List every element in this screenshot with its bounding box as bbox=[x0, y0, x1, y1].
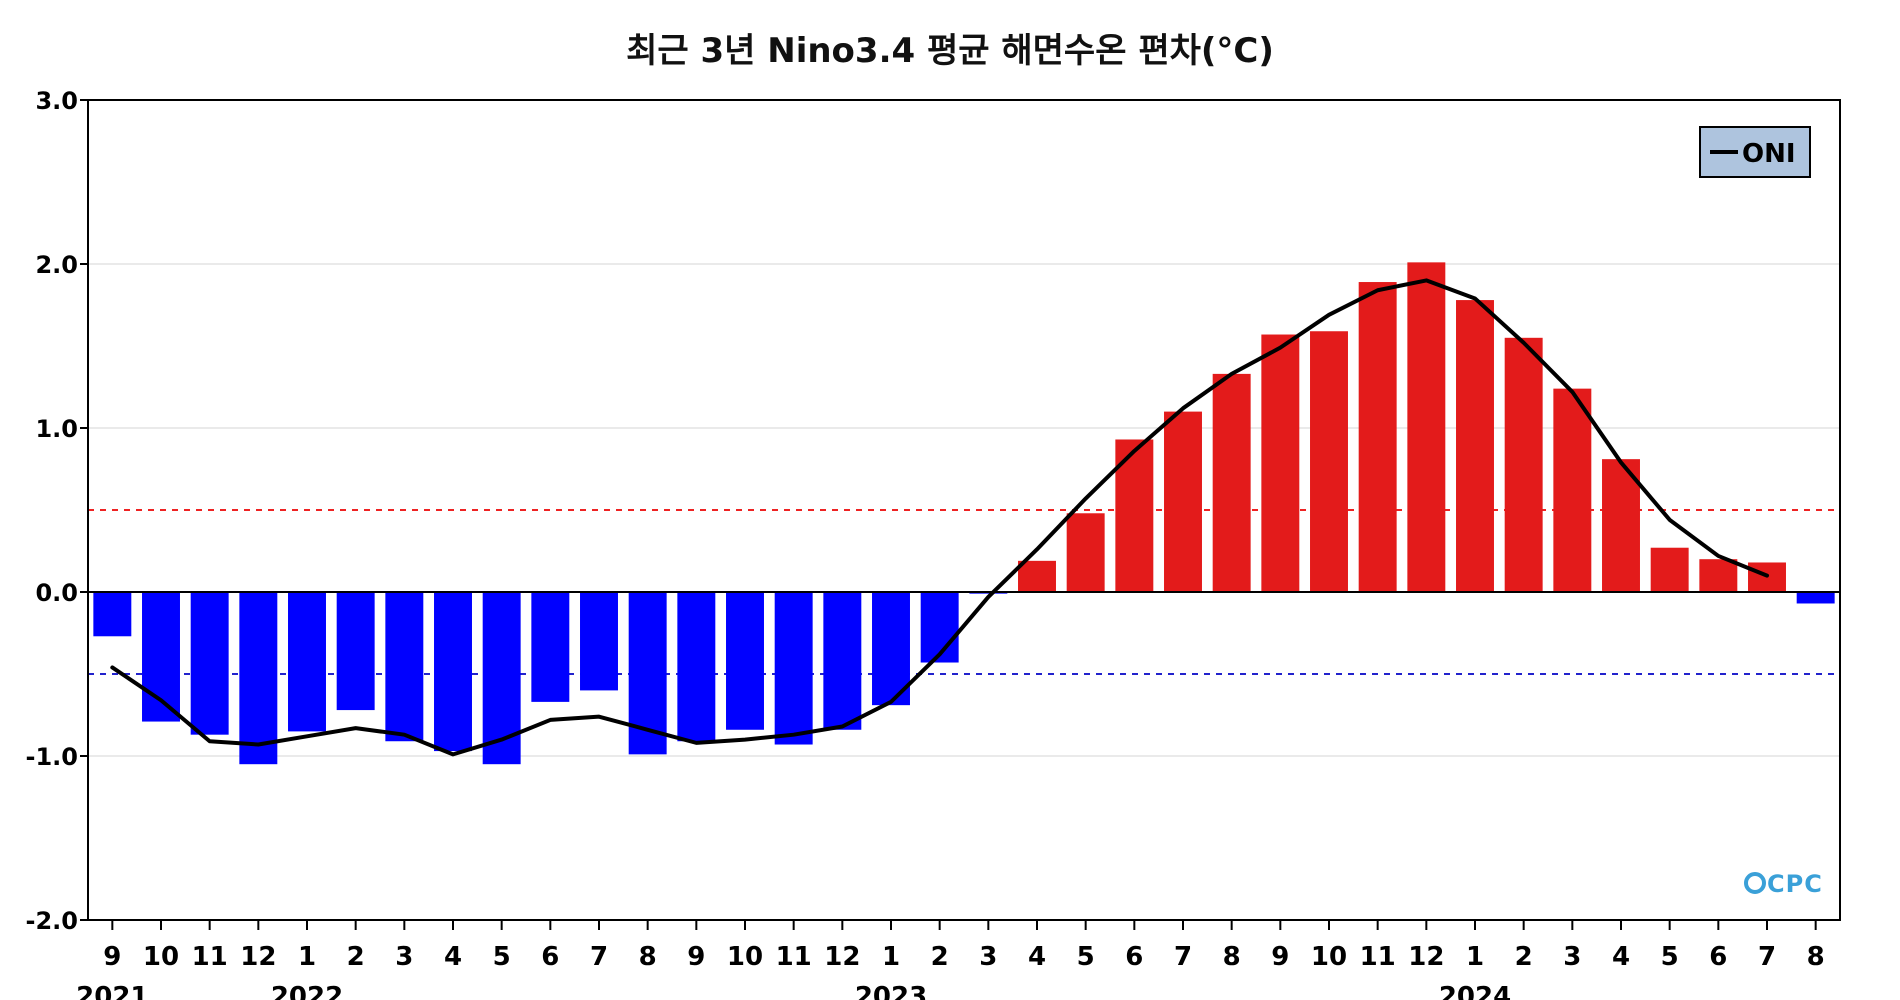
y-tick-label: 1.0 bbox=[35, 415, 78, 443]
cpc-logo-icon bbox=[1744, 872, 1766, 894]
x-tick-label: 11 bbox=[192, 942, 228, 972]
x-tick-label: 2 bbox=[347, 942, 365, 972]
cpc-logo: CPC bbox=[1744, 870, 1823, 898]
chart-title: 최근 3년 Nino3.4 평균 해면수온 편차(°C) bbox=[626, 31, 1274, 71]
bar bbox=[1212, 373, 1251, 592]
x-tick-label: 3 bbox=[1563, 942, 1581, 972]
x-tick-label: 6 bbox=[1709, 942, 1727, 972]
x-tick-label: 4 bbox=[1612, 942, 1630, 972]
x-tick-label: 9 bbox=[687, 942, 705, 972]
bar bbox=[774, 592, 813, 745]
x-axis: 9 10 11 12 1 2 3 4 5 6 7 8 9 10 11 12 1 2 3 4 5 6 7 8 9 10 11 12 1 2 3… bbox=[103, 920, 1825, 972]
x-tick-label: 8 bbox=[639, 942, 657, 972]
x-tick-label: 12 bbox=[240, 942, 276, 972]
y-tick-label: 3.0 bbox=[35, 87, 78, 115]
oni-line bbox=[110, 278, 1769, 757]
bar bbox=[93, 592, 132, 637]
bar bbox=[531, 592, 570, 702]
x-tick-label: 5 bbox=[1661, 942, 1679, 972]
bar bbox=[1310, 331, 1348, 592]
bar bbox=[1650, 547, 1689, 592]
bar bbox=[434, 592, 472, 752]
x-tick-label: 2 bbox=[931, 942, 949, 972]
bar bbox=[1456, 300, 1494, 592]
bar bbox=[1699, 559, 1738, 592]
y-tick-label: -1.0 bbox=[26, 743, 78, 771]
bar bbox=[872, 592, 910, 706]
x-tick-label: 9 bbox=[103, 942, 121, 972]
bar bbox=[1164, 411, 1202, 592]
x-tick-label: 10 bbox=[1311, 942, 1347, 972]
y-tick-label: -2.0 bbox=[26, 907, 78, 935]
y-axis: -2.0 -1.0 0.0 1.0 2.0 3.0 bbox=[26, 87, 88, 935]
y-tick-label: 2.0 bbox=[35, 251, 78, 279]
x-tick-label: 11 bbox=[776, 942, 812, 972]
x-tick-label: 10 bbox=[727, 942, 763, 972]
legend-oni-label: ONI bbox=[1742, 139, 1796, 169]
x-tick-label: 8 bbox=[1807, 942, 1825, 972]
bar bbox=[1018, 560, 1056, 592]
x-tick-label: 1 bbox=[882, 942, 900, 972]
bar bbox=[823, 592, 862, 730]
x-tick-label: 6 bbox=[1125, 942, 1143, 972]
y-tick-label: 0.0 bbox=[35, 579, 78, 607]
year-label: 2021 bbox=[76, 982, 148, 1000]
x-tick-label: 12 bbox=[1408, 942, 1444, 972]
bar bbox=[580, 592, 618, 691]
plot-frame bbox=[87, 99, 1841, 921]
x-tick-label: 3 bbox=[395, 942, 413, 972]
x-tick-label: 3 bbox=[979, 942, 997, 972]
bar bbox=[288, 592, 326, 732]
x-tick-label: 10 bbox=[143, 942, 179, 972]
gridlines bbox=[88, 263, 1840, 757]
x-tick-label: 9 bbox=[1271, 942, 1289, 972]
x-tick-label: 8 bbox=[1223, 942, 1241, 972]
bars bbox=[93, 262, 1835, 765]
bar bbox=[1796, 592, 1835, 604]
bar bbox=[1553, 388, 1592, 592]
cpc-logo-text: CPC bbox=[1767, 870, 1823, 898]
year-label: 2024 bbox=[1439, 982, 1511, 1000]
bar bbox=[1358, 282, 1397, 592]
bar bbox=[336, 592, 375, 711]
bar bbox=[1407, 262, 1446, 592]
x-tick-label: 5 bbox=[493, 942, 511, 972]
x-tick-label: 12 bbox=[824, 942, 860, 972]
x-tick-label: 7 bbox=[1174, 942, 1192, 972]
x-tick-label: 4 bbox=[444, 942, 462, 972]
x-tick-label: 1 bbox=[1466, 942, 1484, 972]
bar bbox=[677, 592, 716, 742]
x-tick-label: 11 bbox=[1360, 942, 1396, 972]
oni-series bbox=[110, 278, 1769, 757]
year-label: 2022 bbox=[271, 982, 343, 1000]
x-tick-label: 7 bbox=[1758, 942, 1776, 972]
bar bbox=[385, 592, 424, 742]
x-tick-label: 7 bbox=[590, 942, 608, 972]
x-tick-label: 6 bbox=[541, 942, 559, 972]
bar bbox=[1504, 337, 1543, 592]
bar bbox=[920, 592, 959, 663]
x-tick-label: 5 bbox=[1077, 942, 1095, 972]
bar bbox=[239, 592, 278, 765]
bar bbox=[1602, 459, 1640, 592]
threshold-lines bbox=[88, 509, 1840, 675]
year-labels: 2021 2022 2023 2024 bbox=[76, 982, 1511, 1000]
legend: ONI bbox=[1699, 126, 1811, 178]
x-tick-label: 1 bbox=[298, 942, 316, 972]
bar bbox=[190, 592, 229, 735]
bar bbox=[1261, 334, 1300, 592]
x-tick-label: 4 bbox=[1028, 942, 1046, 972]
year-label: 2023 bbox=[855, 982, 927, 1000]
x-tick-label: 2 bbox=[1515, 942, 1533, 972]
bar bbox=[726, 592, 764, 730]
bar bbox=[1066, 513, 1105, 592]
